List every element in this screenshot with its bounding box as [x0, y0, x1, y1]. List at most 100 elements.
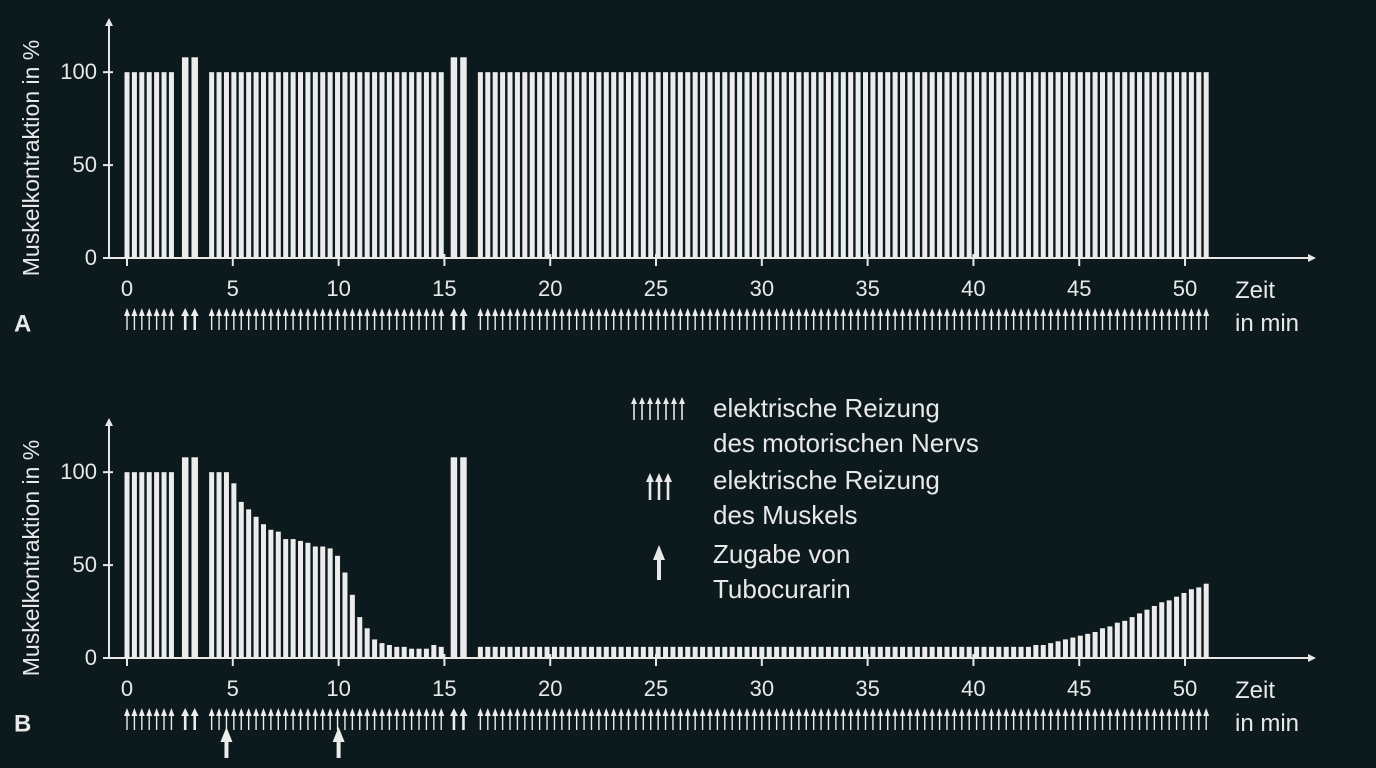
bar	[492, 646, 498, 658]
bar	[394, 646, 400, 658]
panel-label: A	[14, 310, 31, 337]
stimulus-arrow-head	[341, 308, 348, 316]
stimulus-arrow-head	[714, 308, 721, 316]
stimulus-arrow-head	[736, 308, 743, 316]
stimulus-arrow-head	[477, 308, 484, 316]
event-arrow-head	[332, 727, 345, 742]
stimulus-arrow-head	[423, 308, 430, 316]
bar	[1092, 72, 1098, 259]
bar	[1151, 605, 1157, 658]
bar	[246, 509, 252, 658]
stimulus-arrow-head	[766, 308, 773, 316]
stimulus-arrow-head	[282, 708, 289, 716]
stimulus-arrow-head	[216, 308, 223, 316]
stimulus-arrow-head	[1062, 308, 1069, 316]
stimulus-arrow-head	[1025, 708, 1032, 716]
bar	[275, 531, 281, 658]
bar	[514, 72, 520, 259]
bar	[1100, 72, 1106, 259]
x-tick-label: 10	[326, 276, 350, 301]
bar	[260, 524, 266, 658]
stimulus-arrow-head	[632, 308, 639, 316]
bar	[312, 546, 318, 658]
bar	[522, 646, 528, 658]
bar	[655, 72, 661, 259]
bar	[1011, 646, 1017, 658]
stimulus-arrow-head	[855, 708, 862, 716]
x-tick-label: 30	[750, 676, 774, 701]
bar	[477, 72, 483, 259]
stimulus-arrow-head	[190, 708, 199, 716]
bar	[603, 646, 609, 658]
stimulus-arrow-head	[788, 708, 795, 716]
bar	[1085, 633, 1091, 658]
stimulus-arrow-head	[736, 708, 743, 716]
bar	[181, 457, 189, 658]
stimulus-arrow-head	[1003, 308, 1010, 316]
stimulus-arrow-head	[1040, 708, 1047, 716]
bar	[566, 72, 572, 259]
stimulus-arrow-head	[484, 308, 491, 316]
bar	[1018, 646, 1024, 658]
stimulus-arrow-head	[161, 308, 168, 316]
bar	[246, 72, 252, 259]
bar	[626, 646, 632, 658]
stimulus-arrow-head	[1077, 308, 1084, 316]
bar	[633, 646, 639, 658]
stimulus-arrow-head	[507, 308, 514, 316]
bar	[431, 644, 437, 658]
bar	[981, 72, 987, 259]
stimulus-arrow-head	[669, 308, 676, 316]
stimulus-arrow-head	[595, 308, 602, 316]
bar	[460, 57, 467, 259]
bar	[559, 646, 565, 658]
panel-label: B	[14, 710, 31, 737]
stimulus-arrow-head	[781, 708, 788, 716]
bar	[507, 72, 513, 259]
stimulus-arrow-head	[304, 308, 311, 316]
bar	[327, 548, 333, 658]
stimulus-arrow-head	[603, 308, 610, 316]
stimulus-arrow-head	[655, 708, 662, 716]
bar	[588, 72, 594, 259]
stimulus-arrow-head	[581, 308, 588, 316]
bar	[268, 529, 274, 658]
stimulus-arrow-head	[386, 708, 393, 716]
stimulus-arrow-head	[408, 708, 415, 716]
stimulus-arrow-head	[423, 708, 430, 716]
stimulus-arrow-head	[131, 308, 138, 316]
bar	[759, 72, 765, 259]
stimulus-arrow-head	[892, 308, 899, 316]
bar	[707, 646, 713, 658]
stimulus-arrow-head	[1010, 708, 1017, 716]
bar	[379, 643, 385, 658]
bar	[966, 646, 972, 658]
stimulus-arrow-head	[588, 708, 595, 716]
bar	[988, 646, 994, 658]
x-tick-label: 5	[227, 276, 239, 301]
bar	[386, 644, 392, 658]
bar	[663, 646, 669, 658]
x-tick-label: 20	[538, 676, 562, 701]
stimulus-arrow-head	[459, 708, 468, 716]
stimulus-arrow-head	[899, 308, 906, 316]
bar	[1062, 72, 1068, 259]
bar	[146, 472, 152, 658]
stimulus-arrow-head	[1121, 708, 1128, 716]
stimulus-arrow-head	[1069, 708, 1076, 716]
bar	[386, 72, 392, 259]
stimulus-arrow-head	[371, 308, 378, 316]
bar	[139, 72, 145, 259]
bar	[603, 72, 609, 259]
bar	[335, 72, 341, 259]
stimulus-arrow-head	[223, 308, 230, 316]
stimulus-arrow-head	[558, 708, 565, 716]
bar	[737, 646, 743, 658]
y-axis-label: Muskelkontraktion in %	[18, 440, 44, 677]
stimulus-arrow-head	[995, 308, 1002, 316]
stimulus-arrow-head	[449, 708, 458, 716]
stimulus-arrow-head	[699, 308, 706, 316]
bar	[766, 72, 772, 259]
stimulus-arrow-head	[216, 708, 223, 716]
stimulus-arrow-head	[378, 708, 385, 716]
